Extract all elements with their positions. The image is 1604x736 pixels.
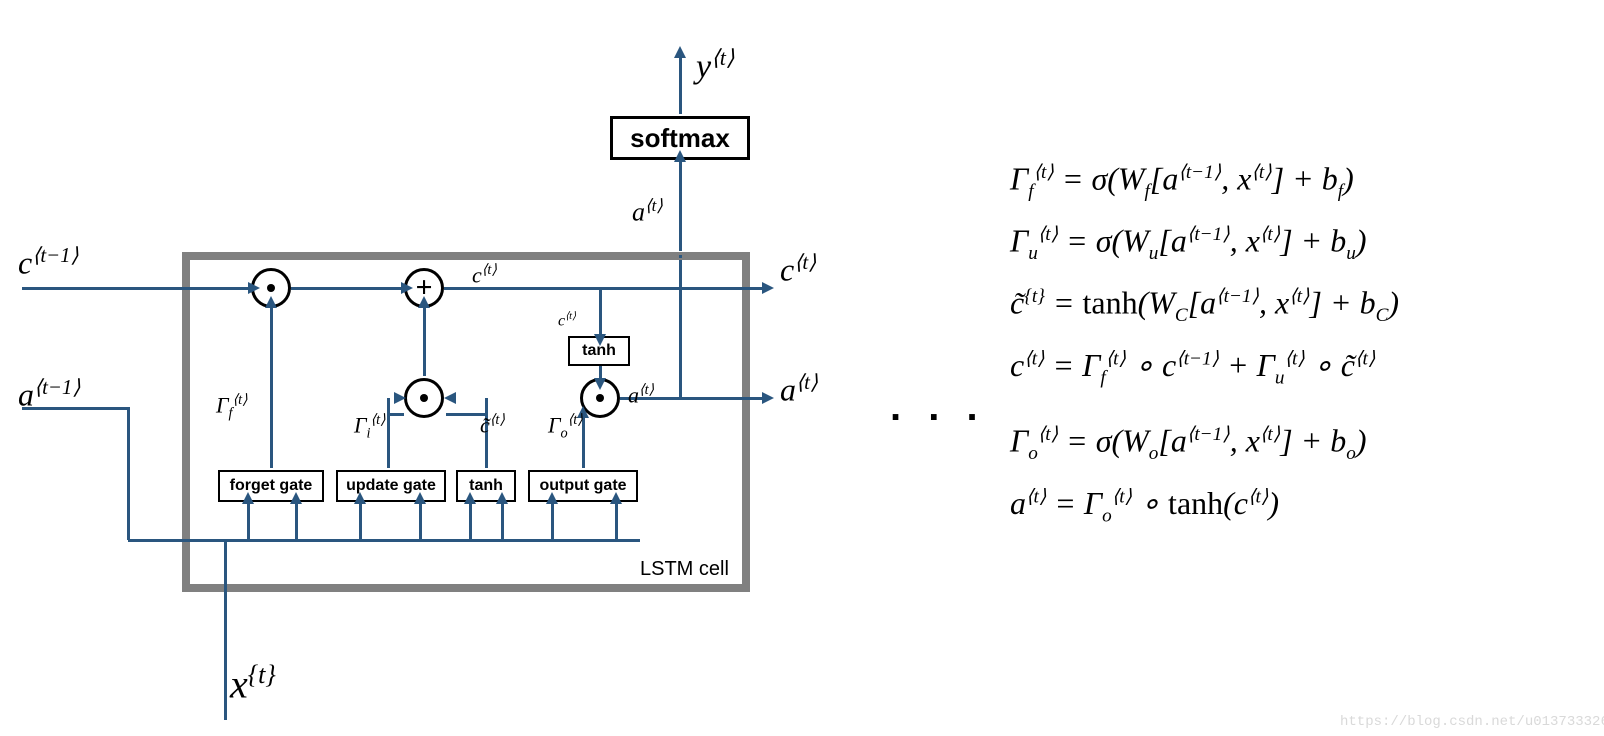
label-gamma-f: Γf⟨t⟩ [216, 392, 248, 423]
label-c-down: c⟨t⟩ [558, 310, 576, 330]
edge [247, 504, 250, 540]
arrowhead-right-icon [394, 392, 406, 404]
arrowhead-up-icon [265, 296, 277, 308]
arrowhead-down-icon [594, 378, 606, 390]
edge [419, 504, 422, 540]
update-gate-box: update gate [336, 470, 446, 502]
edge [359, 504, 362, 540]
edge [127, 408, 130, 540]
forget-gate-box: forget gate [218, 470, 324, 502]
edge [423, 308, 426, 376]
equation-eq_u: Γu⟨t⟩ = σ(Wu[a⟨t−1⟩, x⟨t⟩] + bu) [1010, 222, 1367, 265]
arrowhead-up-icon [610, 492, 622, 504]
arrowhead-up-icon [290, 492, 302, 504]
lstm-diagram: LSTM cell softmax forget gate update gate… [0, 0, 1604, 736]
edge [224, 540, 227, 720]
equation-eq_o: Γo⟨t⟩ = σ(Wo[a⟨t−1⟩, x⟨t⟩] + bo) [1010, 422, 1367, 465]
edge [599, 366, 602, 378]
arrowhead-right-icon [401, 282, 413, 294]
edge [679, 162, 682, 248]
edge [22, 287, 248, 290]
arrowhead-right-icon [762, 392, 774, 404]
label-x-in: x{t} [230, 660, 276, 707]
arrowhead-down-icon [594, 334, 606, 346]
edge [679, 260, 682, 398]
arrowhead-left-icon [444, 392, 456, 404]
label-c-prev: c⟨t−1⟩ [18, 243, 79, 282]
edge-dotted [679, 248, 682, 264]
watermark: https://blog.csdn.net/u013733326 [1340, 714, 1604, 730]
label-a-out-right: a⟨t⟩ [780, 370, 818, 409]
edge [295, 504, 298, 540]
label-c-mid: c⟨t⟩ [472, 262, 497, 288]
lstm-cell-caption: LSTM cell [640, 558, 729, 581]
equation-eq_ct: c̃{t} = tanh(WC[a⟨t−1⟩, x⟨t⟩] + bC) [1010, 284, 1399, 327]
arrowhead-up-icon [674, 46, 686, 58]
label-a-inner: a⟨t⟩ [628, 382, 654, 408]
op-mul_update [404, 378, 444, 418]
softmax-label: softmax [630, 123, 730, 154]
arrowhead-up-icon [354, 492, 366, 504]
label-c-tilde: c̃⟨t⟩ [480, 412, 505, 438]
label-gamma-i: Γi⟨t⟩ [354, 412, 386, 443]
arrowhead-right-icon [248, 282, 260, 294]
edge [270, 308, 273, 468]
label-a-prev: a⟨t−1⟩ [18, 375, 80, 414]
edge [501, 504, 504, 540]
edge [469, 504, 472, 540]
label-c-out: c⟨t⟩ [780, 250, 816, 289]
arrowhead-up-icon [464, 492, 476, 504]
label-gamma-o: Γo⟨t⟩ [548, 412, 583, 443]
edge [599, 288, 602, 334]
edge [291, 287, 401, 290]
edge [551, 504, 554, 540]
edge [388, 413, 404, 416]
arrowhead-up-icon [546, 492, 558, 504]
arrowhead-up-icon [418, 296, 430, 308]
equation-eq_c: c⟨t⟩ = Γf⟨t⟩ ∘ c⟨t−1⟩ + Γu⟨t⟩ ∘ c̃⟨t⟩ [1010, 346, 1375, 389]
edge [615, 504, 618, 540]
equation-eq_a: a⟨t⟩ = Γo⟨t⟩ ∘ tanh(c⟨t⟩) [1010, 484, 1279, 527]
edge [387, 414, 390, 468]
arrowhead-up-icon [242, 492, 254, 504]
label-a-out-up: a⟨t⟩ [632, 195, 663, 228]
edge [387, 398, 390, 414]
arrowhead-right-icon [762, 282, 774, 294]
label-y-out: y⟨t⟩ [696, 45, 734, 86]
arrowhead-up-icon [496, 492, 508, 504]
edge [679, 58, 682, 114]
continuation-dots: . . . [890, 385, 986, 430]
arrowhead-up-icon [414, 492, 426, 504]
arrowhead-up-icon [674, 150, 686, 162]
equation-eq_f: Γf⟨t⟩ = σ(Wf[a⟨t−1⟩, x⟨t⟩] + bf) [1010, 160, 1354, 203]
edge [128, 539, 640, 542]
